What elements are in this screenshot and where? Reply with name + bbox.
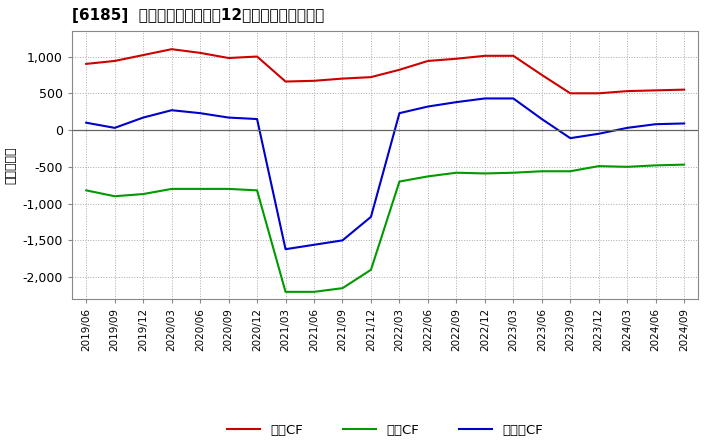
フリーCF <box>537 117 546 122</box>
営業CF <box>566 91 575 96</box>
投資CF <box>282 289 290 294</box>
フリーCF <box>310 242 318 247</box>
フリーCF <box>167 107 176 113</box>
営業CF <box>139 52 148 58</box>
営業CF <box>167 47 176 52</box>
営業CF <box>423 59 432 64</box>
フリーCF <box>196 110 204 116</box>
営業CF <box>196 50 204 55</box>
Legend: 営業CF, 投資CF, フリーCF: 営業CF, 投資CF, フリーCF <box>222 418 549 440</box>
投資CF <box>167 186 176 191</box>
投資CF <box>225 186 233 191</box>
営業CF <box>82 61 91 66</box>
フリーCF <box>395 110 404 116</box>
営業CF <box>310 78 318 84</box>
投資CF <box>395 179 404 184</box>
投資CF <box>595 164 603 169</box>
営業CF <box>253 54 261 59</box>
投資CF <box>652 163 660 168</box>
Line: 投資CF: 投資CF <box>86 165 684 292</box>
投資CF <box>110 194 119 199</box>
投資CF <box>338 286 347 291</box>
投資CF <box>623 164 631 169</box>
フリーCF <box>652 121 660 127</box>
投資CF <box>566 169 575 174</box>
営業CF <box>225 55 233 61</box>
フリーCF <box>225 115 233 120</box>
フリーCF <box>509 96 518 101</box>
フリーCF <box>282 246 290 252</box>
営業CF <box>282 79 290 84</box>
投資CF <box>310 289 318 294</box>
営業CF <box>366 74 375 80</box>
投資CF <box>196 186 204 191</box>
投資CF <box>253 188 261 193</box>
Line: フリーCF: フリーCF <box>86 99 684 249</box>
フリーCF <box>366 214 375 220</box>
投資CF <box>366 267 375 272</box>
フリーCF <box>452 99 461 105</box>
フリーCF <box>423 104 432 109</box>
営業CF <box>395 67 404 73</box>
営業CF <box>338 76 347 81</box>
フリーCF <box>139 115 148 120</box>
投資CF <box>480 171 489 176</box>
フリーCF <box>566 136 575 141</box>
営業CF <box>652 88 660 93</box>
Text: [6185]  キャッシュフローの12か月移動合計の推移: [6185] キャッシュフローの12か月移動合計の推移 <box>72 7 324 23</box>
営業CF <box>595 91 603 96</box>
Y-axis label: （百万円）: （百万円） <box>4 146 17 184</box>
営業CF <box>452 56 461 62</box>
投資CF <box>680 162 688 167</box>
フリーCF <box>480 96 489 101</box>
投資CF <box>537 169 546 174</box>
フリーCF <box>110 125 119 131</box>
フリーCF <box>595 131 603 136</box>
営業CF <box>110 59 119 64</box>
営業CF <box>623 88 631 94</box>
投資CF <box>139 191 148 197</box>
投資CF <box>509 170 518 176</box>
フリーCF <box>623 125 631 131</box>
営業CF <box>480 53 489 59</box>
フリーCF <box>680 121 688 126</box>
投資CF <box>452 170 461 176</box>
営業CF <box>537 72 546 77</box>
営業CF <box>509 53 518 59</box>
Line: 営業CF: 営業CF <box>86 49 684 93</box>
投資CF <box>82 188 91 193</box>
フリーCF <box>253 117 261 122</box>
営業CF <box>680 87 688 92</box>
投資CF <box>423 174 432 179</box>
フリーCF <box>338 238 347 243</box>
フリーCF <box>82 120 91 125</box>
